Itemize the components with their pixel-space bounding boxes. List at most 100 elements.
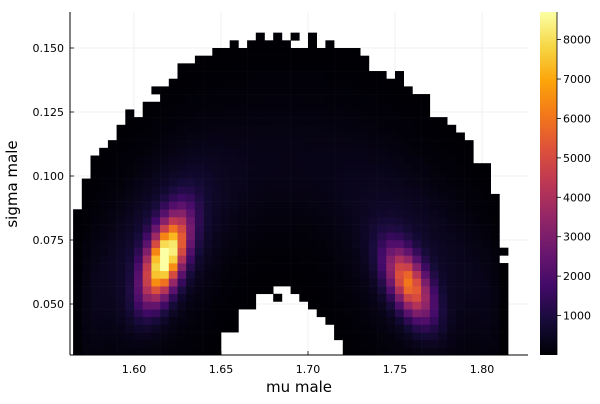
heatmap-cell [368,109,378,118]
heatmap-cell [81,255,91,264]
heatmap-cell [107,247,117,256]
heatmap-cell [360,309,370,318]
heatmap-cell [386,240,396,248]
heatmap-cell [290,263,300,272]
heatmap-cell [116,301,126,310]
heatmap-cell [351,170,361,179]
heatmap-cell [360,278,370,287]
heatmap-cell [395,216,404,225]
heatmap-cell [412,232,422,241]
heatmap-cell [238,263,248,272]
heatmap-cell [377,147,387,156]
heatmap-cell [177,347,187,356]
heatmap-cell [421,339,431,348]
heatmap-cell [264,224,274,233]
heatmap-cell [290,109,300,118]
heatmap-cell [412,240,422,248]
heatmap-cell [238,109,248,118]
heatmap-cell [73,270,83,279]
heatmap-cell [386,301,396,310]
heatmap-cell [412,94,422,103]
heatmap-cell [90,163,100,172]
heatmap-cell [308,55,317,64]
heatmap-cell [168,147,178,156]
heatmap-cell [334,255,344,264]
heatmap-cell [186,286,196,295]
heatmap-cell [299,209,309,218]
heatmap-cell [238,286,248,295]
heatmap-cell [308,278,317,287]
heatmap-cell [403,109,413,118]
heatmap-cell [308,109,317,118]
heatmap-cell [194,71,204,80]
heatmap-cell [177,332,187,341]
heatmap-cell [421,332,431,341]
heatmap-cell [160,332,170,341]
heatmap-cell [377,124,387,133]
heatmap-cell [186,132,196,141]
heatmap-cell [177,132,187,141]
heatmap-cell [134,124,143,133]
heatmap-cell [134,147,143,156]
heatmap-cell [90,232,100,241]
heatmap-cell [455,209,465,218]
heatmap-cell [160,209,170,218]
heatmap-cell [255,94,265,103]
heatmap-cell [168,86,178,95]
heatmap-cell [395,309,404,318]
heatmap-cell [377,224,387,233]
heatmap-cell [203,170,213,179]
heatmap-cell [142,186,152,195]
heatmap-cell [255,101,265,110]
heatmap-cell [177,247,187,256]
heatmap-cell [151,216,161,225]
heatmap-cell [395,147,404,156]
heatmap-cell [412,247,422,256]
heatmap-cell [247,71,257,80]
heatmap-cell [395,209,404,218]
heatmap-cell [151,124,161,133]
heatmap-cell [368,178,378,187]
heatmap-cell [177,263,187,272]
heatmap-cell [386,124,396,133]
heatmap-cell [490,240,500,248]
heatmap-cell [290,132,300,141]
heatmap-cell [308,147,317,156]
heatmap-cell [221,86,230,95]
heatmap-cell [429,147,439,156]
heatmap-cell [421,124,431,133]
heatmap-cell [377,101,387,110]
heatmap-cell [368,301,378,310]
heatmap-cell [229,324,239,333]
heatmap-cell [308,170,317,179]
heatmap-cell [368,216,378,225]
heatmap-cell [342,263,352,272]
heatmap-cell [377,193,387,202]
heatmap-cell [229,232,239,241]
heatmap-cell [186,101,196,110]
heatmap-cell [334,309,344,318]
heatmap-cell [334,286,344,295]
heatmap-cell [334,224,344,233]
heatmap-cell [403,316,413,325]
heatmap-cell [134,232,143,241]
heatmap-cell [403,155,413,164]
x-tick-label: 1.75 [383,363,408,376]
heatmap-cell [177,216,187,225]
heatmap-cell [168,163,178,172]
heatmap-cell [116,224,126,233]
heatmap-cell [125,155,135,164]
heatmap-cell [490,193,500,202]
heatmap-cell [107,293,117,302]
heatmap-cell [229,48,239,56]
heatmap-cell [264,124,274,133]
heatmap-cell [238,201,248,210]
heatmap-cell [395,293,404,302]
heatmap-cell [247,293,257,302]
heatmap-cell [351,270,361,279]
heatmap-cell [429,224,439,233]
heatmap-cell [221,63,230,72]
heatmap-cell [490,263,500,272]
heatmap-cell [421,140,431,149]
heatmap-cell [238,240,248,248]
